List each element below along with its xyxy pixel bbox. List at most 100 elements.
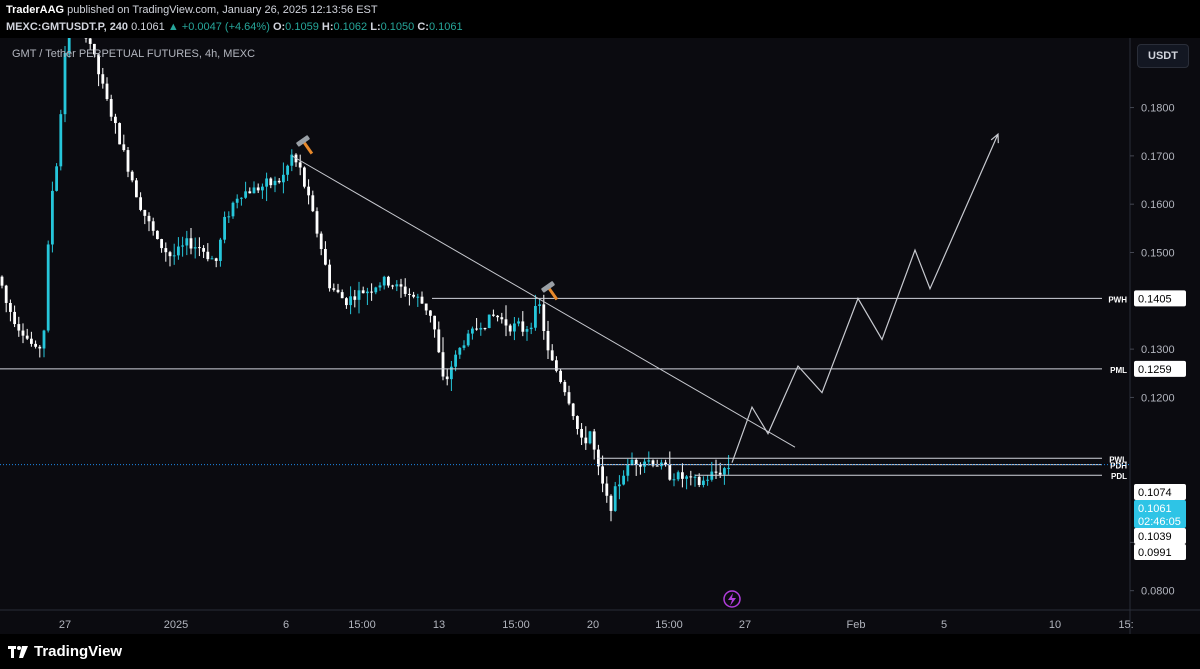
candle-body bbox=[462, 345, 466, 348]
candle-body bbox=[248, 191, 252, 194]
hammer-icon bbox=[541, 281, 559, 301]
chart-legend-title: GMT / Tether PERPETUAL FUTURES, 4h, MEXC bbox=[12, 48, 256, 60]
candle-body bbox=[706, 479, 709, 481]
price-tick-label: 0.1500 bbox=[1141, 248, 1175, 260]
candle-body bbox=[206, 251, 210, 260]
candle-body bbox=[160, 239, 163, 249]
tradingview-logo-icon bbox=[8, 645, 28, 658]
candle-body bbox=[55, 166, 58, 191]
candle-body bbox=[718, 472, 722, 475]
candle-body bbox=[450, 366, 453, 380]
candle-body bbox=[130, 171, 134, 181]
candle-body bbox=[181, 245, 184, 247]
candle-body bbox=[126, 150, 130, 172]
candle-body bbox=[403, 286, 407, 294]
candle-body bbox=[458, 347, 462, 355]
time-tick-label: 6 bbox=[283, 619, 289, 631]
candle-body bbox=[668, 464, 672, 480]
low-value: 0.1050 bbox=[380, 21, 415, 33]
candle-body bbox=[366, 291, 369, 294]
candle-body bbox=[441, 352, 445, 377]
candle-body bbox=[542, 304, 546, 331]
candle-body bbox=[244, 191, 247, 198]
candle-body bbox=[9, 302, 12, 312]
candle-body bbox=[63, 52, 67, 115]
price-tick-label: 0.1700 bbox=[1141, 151, 1175, 163]
candle-body bbox=[109, 99, 113, 117]
candle-body bbox=[525, 329, 529, 332]
time-tick-label: 2025 bbox=[164, 619, 188, 631]
candle-body bbox=[538, 304, 541, 306]
candle-body bbox=[214, 258, 218, 261]
candle-body bbox=[592, 431, 596, 450]
candle-body bbox=[328, 264, 331, 289]
price-tick-label: 0.1200 bbox=[1141, 392, 1175, 404]
candle-body bbox=[336, 289, 340, 293]
pdl-price-badge-text: 0.1039 bbox=[1138, 531, 1172, 543]
candle-body bbox=[269, 178, 273, 186]
candle-body bbox=[59, 114, 63, 167]
pml-price-badge-bg bbox=[1134, 360, 1186, 377]
chart-area[interactable]: 0.1800 0.1700 0.1600 0.1500 0.1300 0.1200 0.09… bbox=[0, 38, 1200, 634]
lightning-icon-bolt bbox=[728, 593, 736, 606]
projection-arrow-head bbox=[990, 132, 999, 144]
candle-body bbox=[223, 216, 226, 240]
candle-body bbox=[349, 296, 352, 306]
tradingview-logo[interactable]: TradingView bbox=[8, 643, 122, 660]
time-tick-label: Feb bbox=[847, 619, 866, 631]
candle-body bbox=[370, 291, 373, 293]
currency-selector[interactable]: USDT bbox=[1137, 44, 1189, 68]
candle-body bbox=[496, 315, 499, 318]
time-tick-label: 27 bbox=[739, 619, 751, 631]
candle-body bbox=[391, 285, 394, 287]
candle-body bbox=[315, 211, 319, 234]
candle-body bbox=[454, 354, 457, 367]
candle-body bbox=[46, 244, 50, 331]
plot-background bbox=[0, 38, 1130, 610]
candle-body bbox=[332, 288, 336, 290]
candle-body bbox=[382, 276, 386, 286]
author-name[interactable]: TraderAAG bbox=[6, 4, 65, 16]
candle-body bbox=[445, 376, 449, 380]
candle-body bbox=[290, 154, 294, 166]
candle-body bbox=[672, 479, 676, 481]
candle-body bbox=[177, 246, 180, 256]
candle-body bbox=[466, 333, 470, 346]
level-label-pml: PML bbox=[1110, 366, 1127, 375]
candle-body bbox=[685, 476, 688, 479]
candle-body bbox=[420, 296, 424, 304]
candle-body bbox=[723, 468, 726, 475]
candle-body bbox=[479, 327, 483, 330]
candle-body bbox=[374, 287, 378, 293]
price-chart[interactable]: 0.1800 0.1700 0.1600 0.1500 0.1300 0.1200 0.09… bbox=[0, 38, 1200, 634]
candle-body bbox=[30, 338, 33, 344]
candle-body bbox=[378, 285, 382, 288]
footer: TradingView bbox=[0, 634, 1200, 669]
low-price-badge bbox=[1134, 544, 1186, 560]
candle-body bbox=[231, 202, 235, 217]
candle-body bbox=[500, 317, 504, 320]
candle-body bbox=[563, 381, 567, 393]
hammer-head bbox=[541, 281, 555, 293]
lightning-icon-ring bbox=[723, 590, 741, 608]
candle-body bbox=[504, 319, 508, 326]
candle-body bbox=[13, 311, 16, 325]
change-up-icon: ▲ bbox=[167, 21, 179, 33]
candles bbox=[0, 38, 730, 522]
candle-body bbox=[135, 180, 138, 198]
candle-body bbox=[437, 329, 441, 353]
level-label-pdl: PDL bbox=[1111, 472, 1127, 481]
candle-body bbox=[492, 314, 495, 316]
symbol-bar: MEXC:GMTUSDT.P, 240 0.1061 ▲ +0.0047 (+4… bbox=[6, 21, 463, 33]
candle-body bbox=[613, 486, 617, 511]
candle-body bbox=[676, 472, 680, 480]
price-tick-label: 0.1600 bbox=[1141, 199, 1175, 211]
candle-body bbox=[277, 180, 281, 183]
time-tick-label: 5 bbox=[941, 619, 947, 631]
candle-body bbox=[714, 471, 718, 473]
projection-path bbox=[731, 133, 999, 463]
level-label-pdh: PDH bbox=[1110, 462, 1127, 471]
candle-body bbox=[319, 233, 323, 249]
pwh-price-badge: 0.1405 bbox=[1134, 290, 1186, 307]
hammer-handle bbox=[547, 287, 559, 301]
